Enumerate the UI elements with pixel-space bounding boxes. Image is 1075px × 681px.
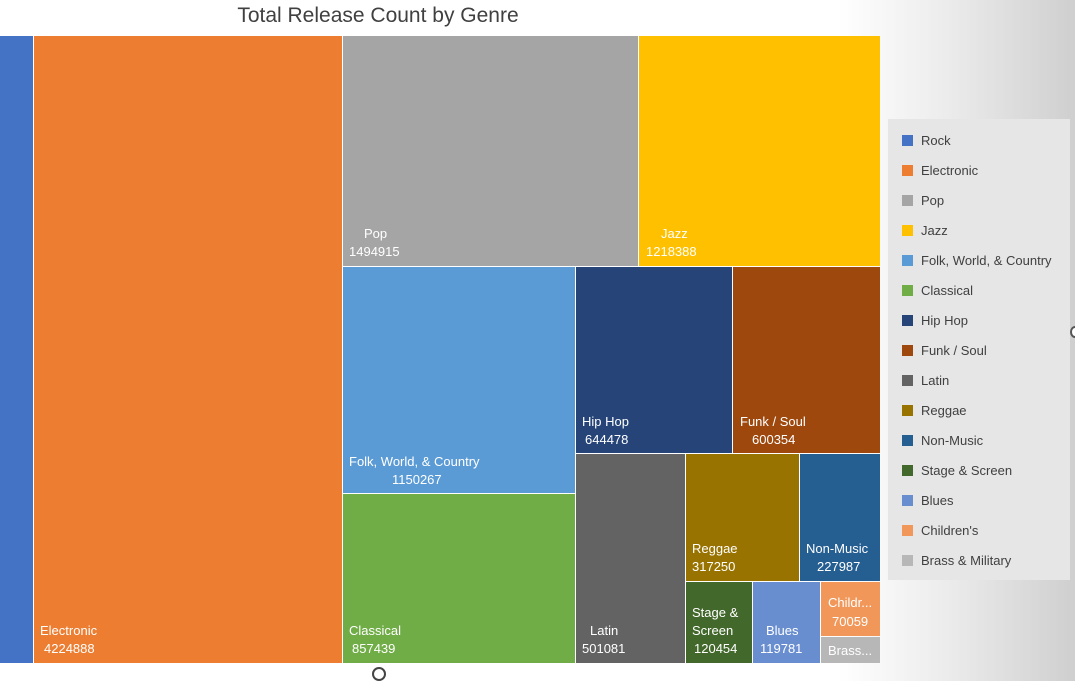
legend-label: Brass & Military bbox=[921, 552, 1012, 568]
legend-swatch bbox=[902, 194, 913, 206]
treemap-label-latin: Latin bbox=[590, 623, 618, 638]
treemap-tile-folk-world-country[interactable] bbox=[343, 267, 575, 493]
legend-item-blues[interactable]: Blues bbox=[902, 485, 1070, 515]
treemap-value-stage-screen: 120454 bbox=[694, 641, 737, 656]
legend-label: Rock bbox=[921, 132, 951, 148]
treemap-value-blues: 119781 bbox=[760, 641, 802, 656]
resize-handle-bottom[interactable] bbox=[372, 667, 386, 681]
treemap-tile-latin[interactable] bbox=[576, 454, 685, 663]
chart-title: Total Release Count by Genre bbox=[237, 4, 519, 27]
treemap-label-folk-world-country: Folk, World, & Country bbox=[349, 454, 480, 469]
legend-item-hip-hop[interactable]: Hip Hop bbox=[902, 305, 1070, 335]
legend-swatch bbox=[902, 164, 913, 176]
treemap-tile-electronic[interactable] bbox=[34, 36, 342, 663]
treemap-value-hip-hop: 644478 bbox=[585, 432, 628, 447]
treemap-label-jazz: Jazz bbox=[661, 226, 688, 241]
legend-swatch bbox=[902, 494, 913, 506]
treemap-tile-jazz[interactable] bbox=[639, 36, 880, 266]
legend-label: Funk / Soul bbox=[921, 342, 987, 358]
treemap-label-reggae: Reggae bbox=[692, 541, 738, 556]
treemap-label-funk-soul: Funk / Soul bbox=[740, 414, 806, 429]
legend-swatch bbox=[902, 464, 913, 476]
treemap-value-pop: 1494915 bbox=[349, 244, 400, 259]
legend-item-reggae[interactable]: Reggae bbox=[902, 395, 1070, 425]
treemap-tile-reggae[interactable] bbox=[686, 454, 799, 581]
legend-label: Children's bbox=[921, 522, 979, 538]
treemap-label-blues: Blues bbox=[766, 623, 799, 638]
legend-swatch bbox=[902, 314, 913, 326]
legend-label: Reggae bbox=[921, 402, 967, 418]
legend-swatch bbox=[902, 284, 913, 296]
legend-item-classical[interactable]: Classical bbox=[902, 275, 1070, 305]
legend-swatch bbox=[902, 434, 913, 446]
legend-label: Jazz bbox=[921, 222, 948, 238]
legend-label: Blues bbox=[921, 492, 954, 508]
legend-label: Hip Hop bbox=[921, 312, 968, 328]
legend-swatch bbox=[902, 134, 913, 146]
legend-label: Latin bbox=[921, 372, 950, 388]
legend-label: Non-Music bbox=[921, 432, 984, 448]
treemap-tile-funk-soul[interactable] bbox=[733, 267, 880, 453]
legend-item-funk-soul[interactable]: Funk / Soul bbox=[902, 335, 1070, 365]
treemap-tile-non-music[interactable] bbox=[800, 454, 880, 581]
legend-swatch bbox=[902, 374, 913, 386]
legend-swatch bbox=[902, 404, 913, 416]
legend-swatch bbox=[902, 554, 913, 566]
legend-swatch bbox=[902, 254, 913, 266]
treemap-value-electronic: 4224888 bbox=[44, 641, 95, 656]
chart-legend: Rock Electronic Pop Jazz Folk, World, & Coun… bbox=[888, 119, 1070, 580]
treemap-tile-brass-military[interactable] bbox=[821, 637, 880, 663]
legend-swatch bbox=[902, 524, 913, 536]
legend-item-non-music[interactable]: Non-Music bbox=[902, 425, 1070, 455]
treemap-value-reggae: 317250 bbox=[692, 559, 735, 574]
treemap-label-non-music: Non-Music bbox=[806, 541, 869, 556]
legend-swatch bbox=[902, 344, 913, 356]
treemap-value-latin: 501081 bbox=[582, 641, 625, 656]
legend-label: Folk, World, & Country bbox=[921, 252, 1052, 268]
treemap-tile-stage-screen[interactable] bbox=[686, 582, 752, 663]
treemap-label-stage-screen: Stage & Screen bbox=[692, 605, 739, 638]
legend-item-folk-world-country[interactable]: Folk, World, & Country bbox=[902, 245, 1070, 275]
legend-label: Pop bbox=[921, 192, 945, 208]
legend-item-stage-screen[interactable]: Stage & Screen bbox=[902, 455, 1070, 485]
legend-item-children-s[interactable]: Children's bbox=[902, 515, 1070, 545]
legend-item-rock[interactable]: Rock bbox=[902, 125, 1070, 155]
treemap-tile-blues[interactable] bbox=[753, 582, 820, 663]
legend-item-jazz[interactable]: Jazz bbox=[902, 215, 1070, 245]
legend-label: Electronic bbox=[921, 162, 979, 178]
treemap-value-children-s: 70059 bbox=[832, 614, 868, 629]
legend-label: Stage & Screen bbox=[921, 462, 1013, 478]
treemap-tile-rock[interactable] bbox=[0, 36, 33, 663]
treemap-tile-classical[interactable] bbox=[343, 494, 575, 663]
treemap-value-jazz: 1218388 bbox=[646, 244, 697, 259]
treemap-tile-pop[interactable] bbox=[343, 36, 638, 266]
legend-swatch bbox=[902, 224, 913, 236]
legend-label: Classical bbox=[921, 282, 974, 298]
treemap-value-non-music: 227987 bbox=[817, 559, 860, 574]
legend-item-electronic[interactable]: Electronic bbox=[902, 155, 1070, 185]
legend-item-latin[interactable]: Latin bbox=[902, 365, 1070, 395]
legend-item-pop[interactable]: Pop bbox=[902, 185, 1070, 215]
treemap-value-folk-world-country: 1150267 bbox=[392, 472, 442, 487]
treemap-tile-hip-hop[interactable] bbox=[576, 267, 732, 453]
treemap-label-pop: Pop bbox=[364, 226, 387, 241]
treemap-tile-children-s[interactable] bbox=[821, 582, 880, 636]
treemap-value-classical: 857439 bbox=[352, 641, 395, 656]
resize-handle-right[interactable] bbox=[1070, 326, 1075, 338]
treemap-label-electronic: Electronic bbox=[40, 623, 98, 638]
treemap-label-hip-hop: Hip Hop bbox=[582, 414, 629, 429]
legend-item-brass-military[interactable]: Brass & Military bbox=[902, 545, 1070, 575]
treemap-label-brass-military: Brass... bbox=[828, 643, 872, 658]
treemap-label-classical: Classical bbox=[349, 623, 401, 638]
treemap-value-funk-soul: 600354 bbox=[752, 432, 795, 447]
treemap-label-children-s: Childr... bbox=[828, 595, 872, 610]
